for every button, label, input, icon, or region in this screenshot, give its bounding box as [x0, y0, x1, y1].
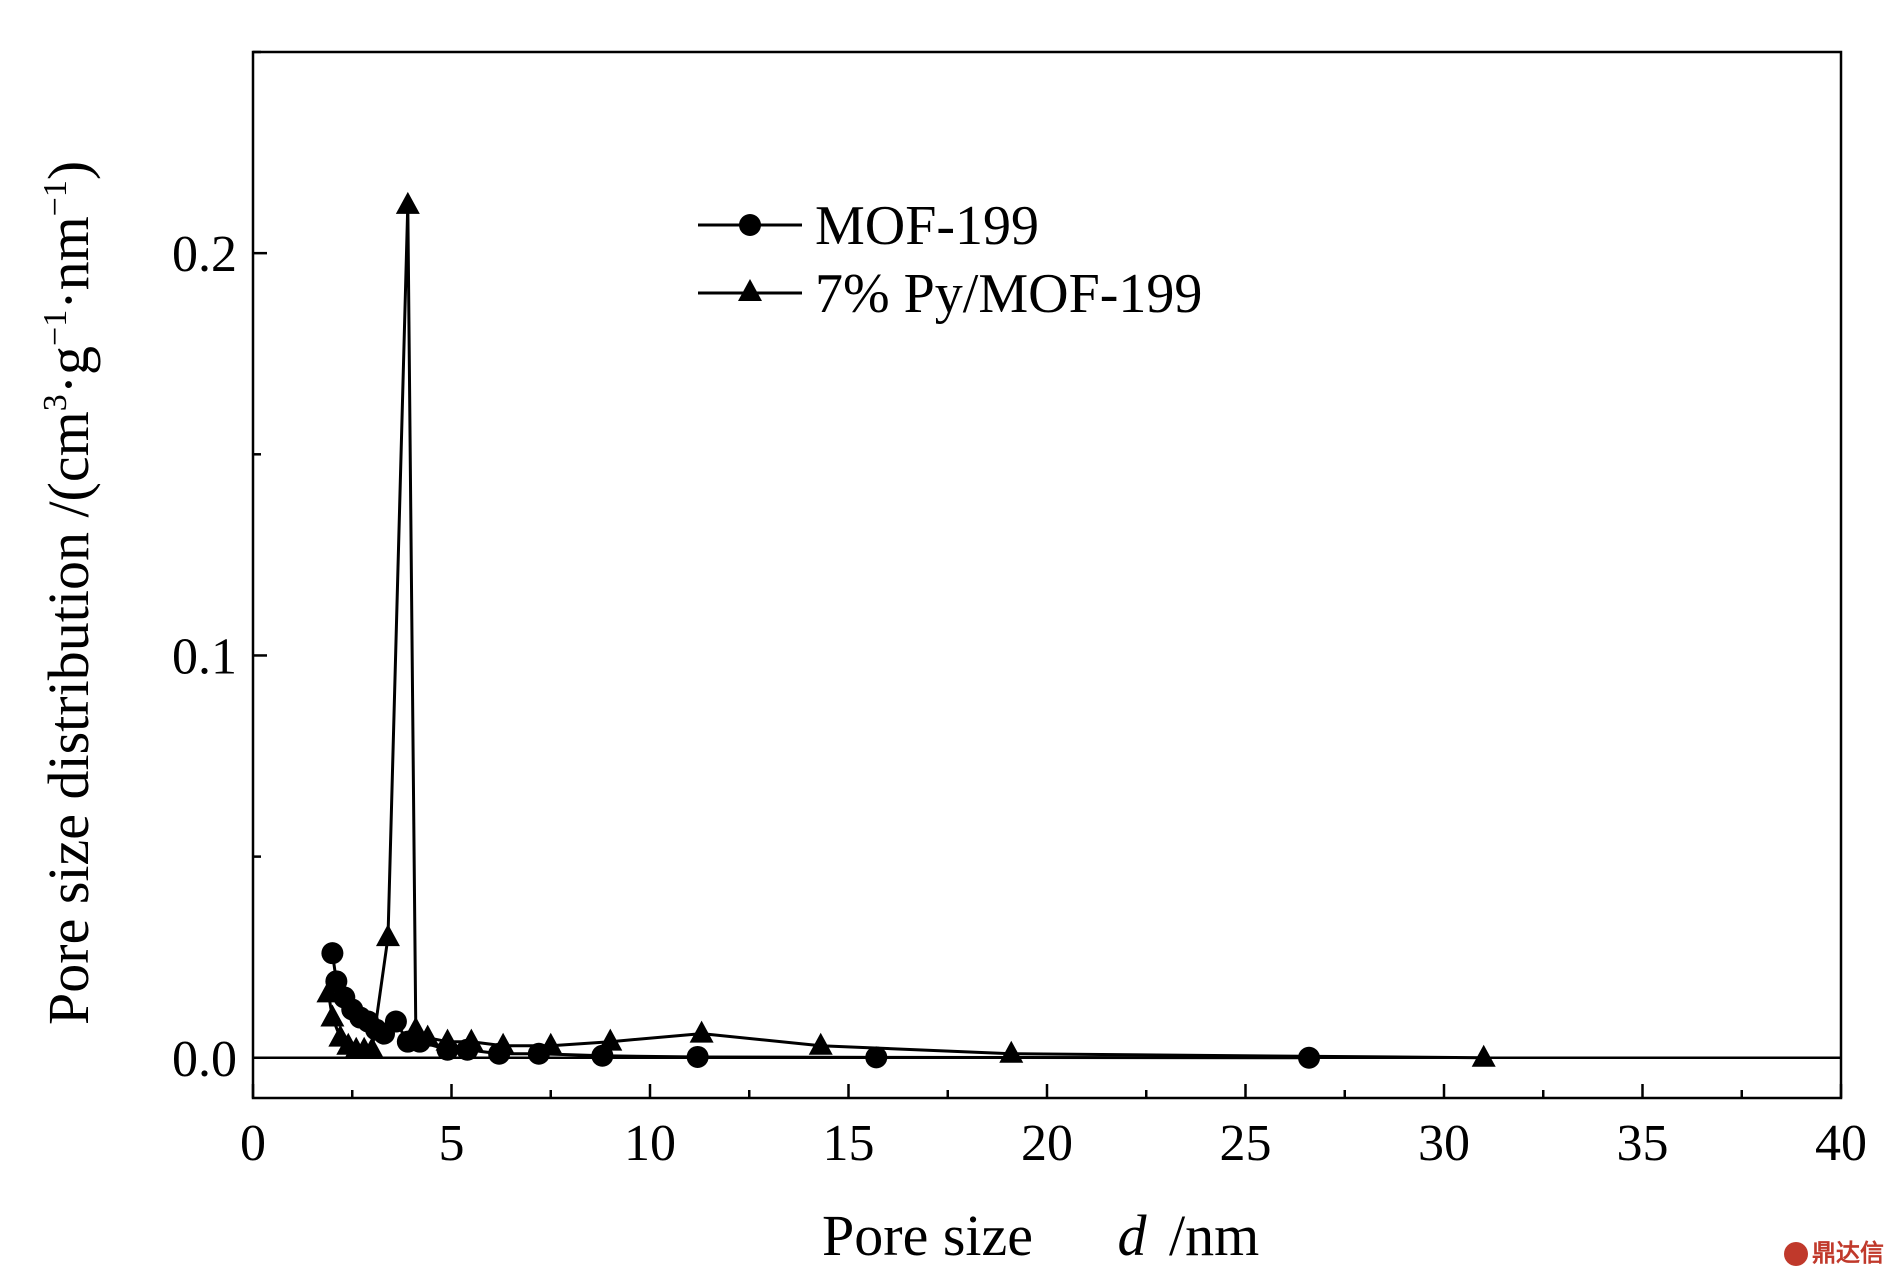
legend-label-py-mof199: 7% Py/MOF-199	[815, 263, 1202, 325]
y-axis-title-end: )	[36, 161, 101, 180]
data-point	[384, 1010, 407, 1033]
data-point	[865, 1046, 888, 1069]
y-axis-title-main: Pore size distribution /(cm	[36, 411, 101, 1025]
x-tick-label: 25	[1220, 1115, 1272, 1172]
legend-label-mof199: MOF-199	[815, 195, 1039, 257]
series-py-mof199	[316, 191, 1496, 1067]
watermark: 鼎达信	[1784, 1233, 1884, 1268]
data-point	[321, 942, 344, 965]
y-axis-ticks: 0.0 0.1 0.2	[172, 50, 267, 1088]
data-point	[360, 1036, 385, 1059]
x-tick-label: 10	[624, 1115, 676, 1172]
y-axis-title: Pore size distribution /(cm3·g−1·nm−1)	[36, 161, 101, 1025]
data-point	[689, 1020, 714, 1043]
y-axis-title-mid1: ·g	[36, 346, 101, 394]
y-axis-title-sup1: 3	[37, 394, 74, 411]
x-tick-label: 35	[1617, 1115, 1669, 1172]
legend-marker-py-mof199	[738, 279, 762, 301]
series-line	[326, 203, 1484, 1060]
data-point	[538, 1032, 563, 1055]
data-point	[395, 191, 420, 214]
x-axis-title-unit: /nm	[1169, 1203, 1259, 1268]
y-axis-title-sup3: −1	[37, 180, 74, 216]
data-point	[435, 1028, 460, 1051]
data-point	[415, 1024, 440, 1047]
data-point	[459, 1028, 484, 1051]
data-point	[999, 1040, 1024, 1063]
x-axis-title-main: Pore size	[822, 1203, 1033, 1268]
x-tick-label: 30	[1418, 1115, 1470, 1172]
y-tick-label: 0.0	[172, 1031, 237, 1088]
data-point	[320, 1004, 345, 1027]
x-tick-label: 15	[823, 1115, 875, 1172]
watermark-text: 鼎达信	[1812, 1239, 1884, 1267]
legend-marker-mof199	[739, 214, 761, 236]
data-point	[316, 980, 341, 1003]
y-tick-label: 0.2	[172, 226, 237, 283]
x-tick-label: 5	[439, 1115, 465, 1172]
legend: MOF-199 7% Py/MOF-199	[698, 195, 1202, 325]
x-tick-label: 0	[240, 1115, 266, 1172]
x-axis-title-var: d	[1118, 1203, 1148, 1268]
data-point	[375, 924, 400, 947]
data-point	[808, 1032, 833, 1055]
watermark-logo-icon	[1784, 1242, 1808, 1266]
plot-frame	[251, 50, 1843, 1100]
data-point	[403, 1016, 428, 1039]
x-axis-ticks: 0 5 10 15 20 25 30 35 40	[240, 1084, 1867, 1172]
data-point	[491, 1032, 516, 1055]
x-tick-label: 40	[1815, 1115, 1867, 1172]
data-point	[1471, 1044, 1496, 1067]
series-layer	[316, 191, 1496, 1069]
x-axis-title: Pore size d /nm	[822, 1203, 1259, 1268]
y-axis-title-mid2: ·nm	[36, 216, 101, 309]
data-point	[686, 1045, 709, 1068]
y-tick-label: 0.1	[172, 628, 237, 685]
data-point	[598, 1028, 623, 1051]
y-axis-title-sup2: −1	[37, 310, 74, 346]
x-tick-label: 20	[1021, 1115, 1073, 1172]
